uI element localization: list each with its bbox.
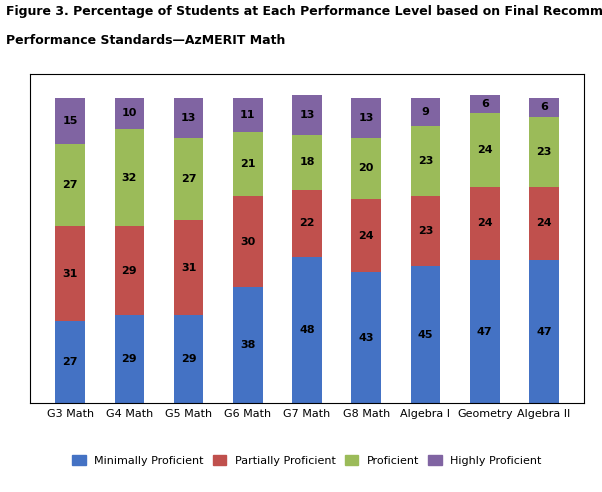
Bar <box>292 135 322 190</box>
Text: 47: 47 <box>536 327 552 337</box>
Bar <box>114 315 144 403</box>
Text: 27: 27 <box>63 180 78 190</box>
Bar <box>55 321 85 403</box>
Bar <box>174 220 203 315</box>
Bar <box>411 98 440 125</box>
Text: 13: 13 <box>181 113 196 123</box>
Bar <box>114 226 144 315</box>
Bar <box>470 260 500 403</box>
Text: 20: 20 <box>359 163 374 173</box>
Text: 6: 6 <box>540 102 548 112</box>
Bar <box>411 125 440 196</box>
Text: 22: 22 <box>299 218 315 228</box>
Bar <box>411 196 440 266</box>
Bar <box>292 257 322 403</box>
Text: 30: 30 <box>240 237 255 246</box>
Text: 29: 29 <box>122 354 137 364</box>
Text: 24: 24 <box>358 231 374 241</box>
Text: 24: 24 <box>477 218 492 228</box>
Bar <box>411 266 440 403</box>
Text: 31: 31 <box>63 269 78 279</box>
Text: 24: 24 <box>536 218 552 228</box>
Bar <box>174 98 203 138</box>
Bar <box>529 117 559 187</box>
Bar <box>470 95 500 114</box>
Legend: Minimally Proficient, Partially Proficient, Proficient, Highly Proficient: Minimally Proficient, Partially Proficie… <box>72 455 542 466</box>
Bar <box>352 199 381 272</box>
Text: 13: 13 <box>359 113 374 123</box>
Text: 48: 48 <box>299 325 315 335</box>
Text: 31: 31 <box>181 263 196 273</box>
Bar <box>529 187 559 260</box>
Bar <box>114 129 144 226</box>
Bar <box>292 95 322 135</box>
Text: 11: 11 <box>240 110 255 120</box>
Text: 32: 32 <box>122 173 137 183</box>
Text: 47: 47 <box>477 327 492 337</box>
Text: 29: 29 <box>181 354 196 364</box>
Bar <box>352 272 381 403</box>
Text: 43: 43 <box>359 333 374 343</box>
Text: 9: 9 <box>421 107 429 117</box>
Text: 45: 45 <box>418 330 433 340</box>
Text: 23: 23 <box>536 147 551 156</box>
Text: 23: 23 <box>418 226 433 236</box>
Bar <box>529 98 559 117</box>
Text: Figure 3. Percentage of Students at Each Performance Level based on Final Recomm: Figure 3. Percentage of Students at Each… <box>6 5 602 18</box>
Bar <box>233 287 262 403</box>
Bar <box>352 98 381 138</box>
Text: Performance Standards—AzMERIT Math: Performance Standards—AzMERIT Math <box>6 34 285 47</box>
Bar <box>55 98 85 144</box>
Bar <box>55 144 85 226</box>
Bar <box>55 226 85 321</box>
Bar <box>529 260 559 403</box>
Text: 27: 27 <box>181 174 196 184</box>
Text: 15: 15 <box>63 116 78 126</box>
Text: 23: 23 <box>418 156 433 166</box>
Bar <box>233 196 262 287</box>
Text: 10: 10 <box>122 108 137 119</box>
Bar <box>233 132 262 196</box>
Text: 38: 38 <box>240 340 255 350</box>
Bar <box>470 114 500 187</box>
Bar <box>174 138 203 220</box>
Bar <box>174 315 203 403</box>
Bar <box>470 187 500 260</box>
Bar <box>292 190 322 257</box>
Text: 18: 18 <box>299 157 315 167</box>
Text: 24: 24 <box>477 145 492 155</box>
Text: 6: 6 <box>481 99 489 109</box>
Text: 27: 27 <box>63 357 78 367</box>
Text: 29: 29 <box>122 266 137 276</box>
Bar <box>352 138 381 199</box>
Bar <box>233 98 262 132</box>
Text: 21: 21 <box>240 159 255 169</box>
Text: 13: 13 <box>299 110 315 120</box>
Bar <box>114 98 144 129</box>
